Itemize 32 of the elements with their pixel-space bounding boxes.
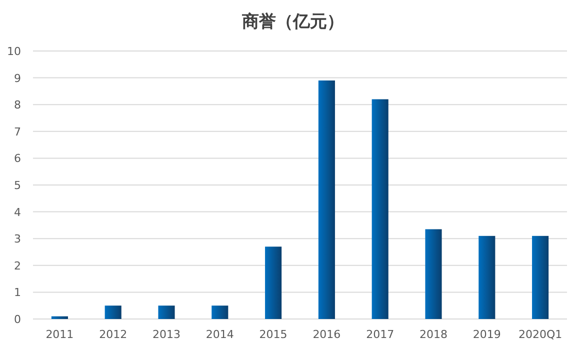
bar xyxy=(265,246,282,319)
y-tick-label: 10 xyxy=(7,45,21,58)
x-tick-label: 2018 xyxy=(420,328,448,341)
y-tick-label: 4 xyxy=(14,206,21,219)
y-tick-label: 6 xyxy=(14,152,21,166)
y-tick-label: 0 xyxy=(14,313,21,326)
y-tick-label: 3 xyxy=(14,232,21,246)
bar xyxy=(212,306,228,319)
x-tick-label: 2017 xyxy=(366,328,394,341)
x-tick-label: 2016 xyxy=(312,328,341,341)
bar xyxy=(425,229,442,319)
bar xyxy=(51,316,68,319)
x-tick-label: 2014 xyxy=(206,328,234,341)
x-tick-label: 2015 xyxy=(259,328,288,341)
x-tick-label: 2019 xyxy=(472,328,501,341)
bar xyxy=(478,236,496,319)
bar xyxy=(104,306,122,319)
y-tick-label: 7 xyxy=(14,125,21,138)
y-tick-label: 8 xyxy=(14,98,21,112)
bar xyxy=(532,236,549,319)
x-tick-label: 2020Q1 xyxy=(518,328,562,341)
x-tick-label: 2013 xyxy=(152,328,180,341)
y-tick-label: 2 xyxy=(14,259,21,272)
y-tick-label: 5 xyxy=(14,179,21,192)
y-tick-label: 9 xyxy=(14,72,21,85)
bar xyxy=(372,99,388,319)
x-tick-label: 2012 xyxy=(99,328,128,341)
bar xyxy=(318,80,335,319)
x-tick-label: 2011 xyxy=(46,328,74,341)
y-tick-label: 1 xyxy=(14,286,21,300)
chart-title: 商誉（亿元） xyxy=(241,12,344,32)
bar xyxy=(158,306,175,319)
